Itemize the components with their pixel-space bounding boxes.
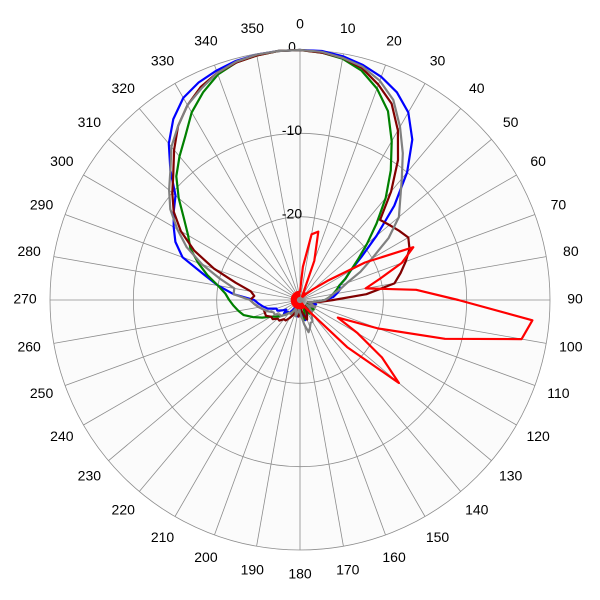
- angle-label: 130: [499, 467, 523, 483]
- angle-label: 310: [78, 114, 102, 130]
- angle-label: 260: [17, 338, 41, 354]
- angle-label: 30: [430, 53, 446, 69]
- angle-label: 270: [13, 291, 37, 307]
- ring: [132, 132, 468, 468]
- spoke: [299, 53, 344, 301]
- spoke: [299, 256, 547, 301]
- spoke: [138, 299, 301, 492]
- spoke: [299, 299, 344, 547]
- angle-label: 290: [30, 197, 54, 213]
- angle-label: 140: [465, 501, 489, 517]
- angle-label: 100: [559, 338, 583, 354]
- angle-label: 350: [241, 20, 265, 36]
- angle-label: 150: [426, 529, 450, 545]
- spoke: [256, 53, 301, 301]
- angle-label: 210: [151, 529, 175, 545]
- angle-label: 0: [296, 16, 304, 32]
- angle-label: 180: [288, 566, 312, 582]
- angle-label: 90: [567, 291, 583, 307]
- angle-label: 240: [50, 428, 74, 444]
- angle-label: 340: [194, 32, 218, 48]
- spoke: [174, 83, 301, 301]
- angle-label: 280: [17, 243, 41, 259]
- spoke: [299, 299, 426, 517]
- angle-label: 190: [241, 562, 265, 578]
- spoke: [299, 299, 386, 536]
- spoke: [299, 83, 426, 301]
- spoke: [299, 299, 462, 492]
- spoke: [299, 299, 517, 426]
- spoke: [53, 256, 301, 301]
- r-tick-label: 0: [288, 39, 296, 55]
- angle-label: 80: [563, 243, 579, 259]
- angle-label: 70: [551, 197, 567, 213]
- spoke: [174, 299, 301, 517]
- angle-label: 200: [194, 549, 218, 565]
- r-tick-label: -20: [282, 205, 302, 221]
- series-line: [290, 230, 534, 385]
- angle-label: 330: [151, 53, 175, 69]
- angle-label: 60: [530, 153, 546, 169]
- angle-label: 250: [30, 385, 54, 401]
- spoke: [83, 174, 301, 301]
- angle-label: 20: [386, 32, 402, 48]
- spoke: [299, 138, 492, 301]
- angle-label: 320: [112, 80, 136, 96]
- angle-label: 220: [112, 501, 136, 517]
- spoke: [108, 138, 301, 301]
- spoke: [256, 299, 301, 547]
- angle-label: 230: [78, 467, 102, 483]
- series-line: [168, 48, 404, 334]
- angle-label: 300: [50, 153, 74, 169]
- angle-label: 170: [336, 562, 360, 578]
- angle-label: 110: [547, 385, 570, 401]
- angle-label: 160: [382, 549, 406, 565]
- spoke: [299, 299, 536, 386]
- spoke: [108, 299, 301, 462]
- spoke: [214, 64, 301, 301]
- spoke: [138, 108, 301, 301]
- spoke: [83, 299, 301, 426]
- angle-label: 10: [340, 20, 356, 36]
- r-tick-label: -10: [282, 122, 302, 138]
- spoke: [214, 299, 301, 536]
- spoke: [64, 299, 301, 386]
- angle-label: 40: [469, 80, 485, 96]
- angle-label: 50: [503, 114, 519, 130]
- ring: [216, 216, 384, 384]
- angle-label: 120: [526, 428, 550, 444]
- spoke: [299, 108, 462, 301]
- spoke: [299, 299, 547, 344]
